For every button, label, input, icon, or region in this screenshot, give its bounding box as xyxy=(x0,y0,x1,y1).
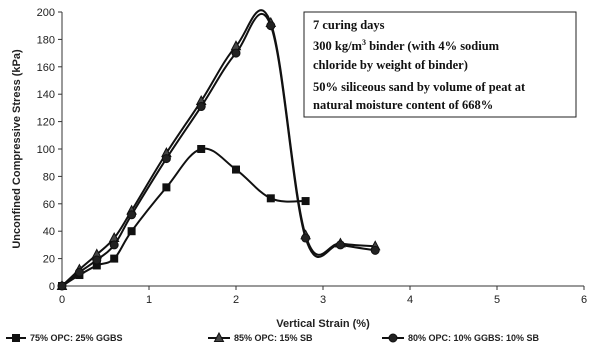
data-point-square xyxy=(232,165,240,174)
annotation-line-4: 50% siliceous sand by volume of peat at xyxy=(313,80,526,94)
y-axis-title: Unconfined Compressive Stress (kPa) xyxy=(11,49,23,249)
y-tick-label: 60 xyxy=(43,199,55,211)
data-point-circle xyxy=(301,233,311,243)
data-point-circle xyxy=(335,240,345,250)
data-point-circle xyxy=(370,245,380,255)
series-1 xyxy=(58,145,310,290)
annotation-line-2: 300 kg/m3 binder (with 4% sodium xyxy=(313,38,500,53)
legend-item-2: 85% OPC: 15% SB xyxy=(208,331,313,343)
data-series xyxy=(56,9,381,291)
x-tick-label: 5 xyxy=(494,294,500,306)
x-tick-label: 1 xyxy=(146,294,152,306)
x-tick-label: 0 xyxy=(59,294,65,306)
data-point-circle xyxy=(196,102,206,112)
data-point-square xyxy=(197,145,206,153)
legend-item-1: 75% OPC: 25% GGBS xyxy=(6,333,123,343)
annotation-line-2-post: binder (with 4% sodium xyxy=(366,39,500,53)
x-tick-label: 2 xyxy=(233,294,239,306)
x-axis-title: Vertical Strain (%) xyxy=(276,318,370,330)
y-tick-label: 120 xyxy=(37,117,55,129)
y-tick-label: 200 xyxy=(37,7,55,19)
y-tick-label: 40 xyxy=(43,226,55,238)
triangle-marker-icon xyxy=(213,331,225,342)
x-axis-ticks: 0 1 2 3 4 5 6 xyxy=(59,286,587,306)
data-point-circle xyxy=(266,21,276,31)
annotation-line-1: 7 curing days xyxy=(313,18,385,32)
y-tick-label: 180 xyxy=(37,34,55,46)
y-tick-label: 100 xyxy=(37,144,55,156)
y-tick-label: 160 xyxy=(37,62,55,74)
data-point-square xyxy=(162,183,171,192)
data-point-square xyxy=(110,254,119,263)
y-axis-ticks: 0 20 40 60 80 100 120 140 160 180 200 xyxy=(37,7,62,293)
legend: 75% OPC: 25% GGBS 85% OPC: 15% SB 80% OP… xyxy=(6,331,540,343)
data-point-circle xyxy=(109,240,119,250)
annotation-line-2-superscript: 3 xyxy=(362,38,366,47)
data-point-circle xyxy=(231,48,241,58)
legend-label-2: 85% OPC: 15% SB xyxy=(234,333,313,343)
data-point-circle xyxy=(57,281,67,291)
legend-item-3: 80% OPC: 10% GGBS: 10% SB xyxy=(382,333,540,343)
annotation-line-5: natural moisture content of 668% xyxy=(313,98,493,112)
annotation-frame xyxy=(303,11,577,118)
data-point-square xyxy=(92,261,101,270)
x-tick-label: 3 xyxy=(320,294,326,306)
y-tick-label: 140 xyxy=(37,89,55,101)
data-point-square xyxy=(127,227,136,236)
data-point-circle xyxy=(127,210,137,220)
series-line xyxy=(61,147,306,287)
data-point-square xyxy=(266,194,275,203)
x-tick-label: 6 xyxy=(581,294,587,306)
circle-marker-icon xyxy=(388,333,398,343)
series-3 xyxy=(57,12,380,291)
annotation-box: 7 curing days 300 kg/m3 binder (with 4% … xyxy=(303,11,577,118)
legend-label-1: 75% OPC: 25% GGBS xyxy=(30,333,123,343)
square-marker-icon xyxy=(12,334,20,342)
legend-label-3: 80% OPC: 10% GGBS: 10% SB xyxy=(408,333,540,343)
x-tick-label: 4 xyxy=(407,294,413,306)
y-tick-label: 20 xyxy=(43,254,55,266)
y-tick-label: 0 xyxy=(49,281,55,293)
annotation-line-3: chloride by weight of binder) xyxy=(313,58,468,72)
data-point-square xyxy=(301,197,310,206)
data-point-circle xyxy=(74,267,84,277)
data-point-circle xyxy=(92,255,102,265)
y-tick-label: 80 xyxy=(43,171,55,183)
data-point-circle xyxy=(161,154,171,164)
annotation-line-2-pre: 300 kg/m xyxy=(313,39,363,53)
